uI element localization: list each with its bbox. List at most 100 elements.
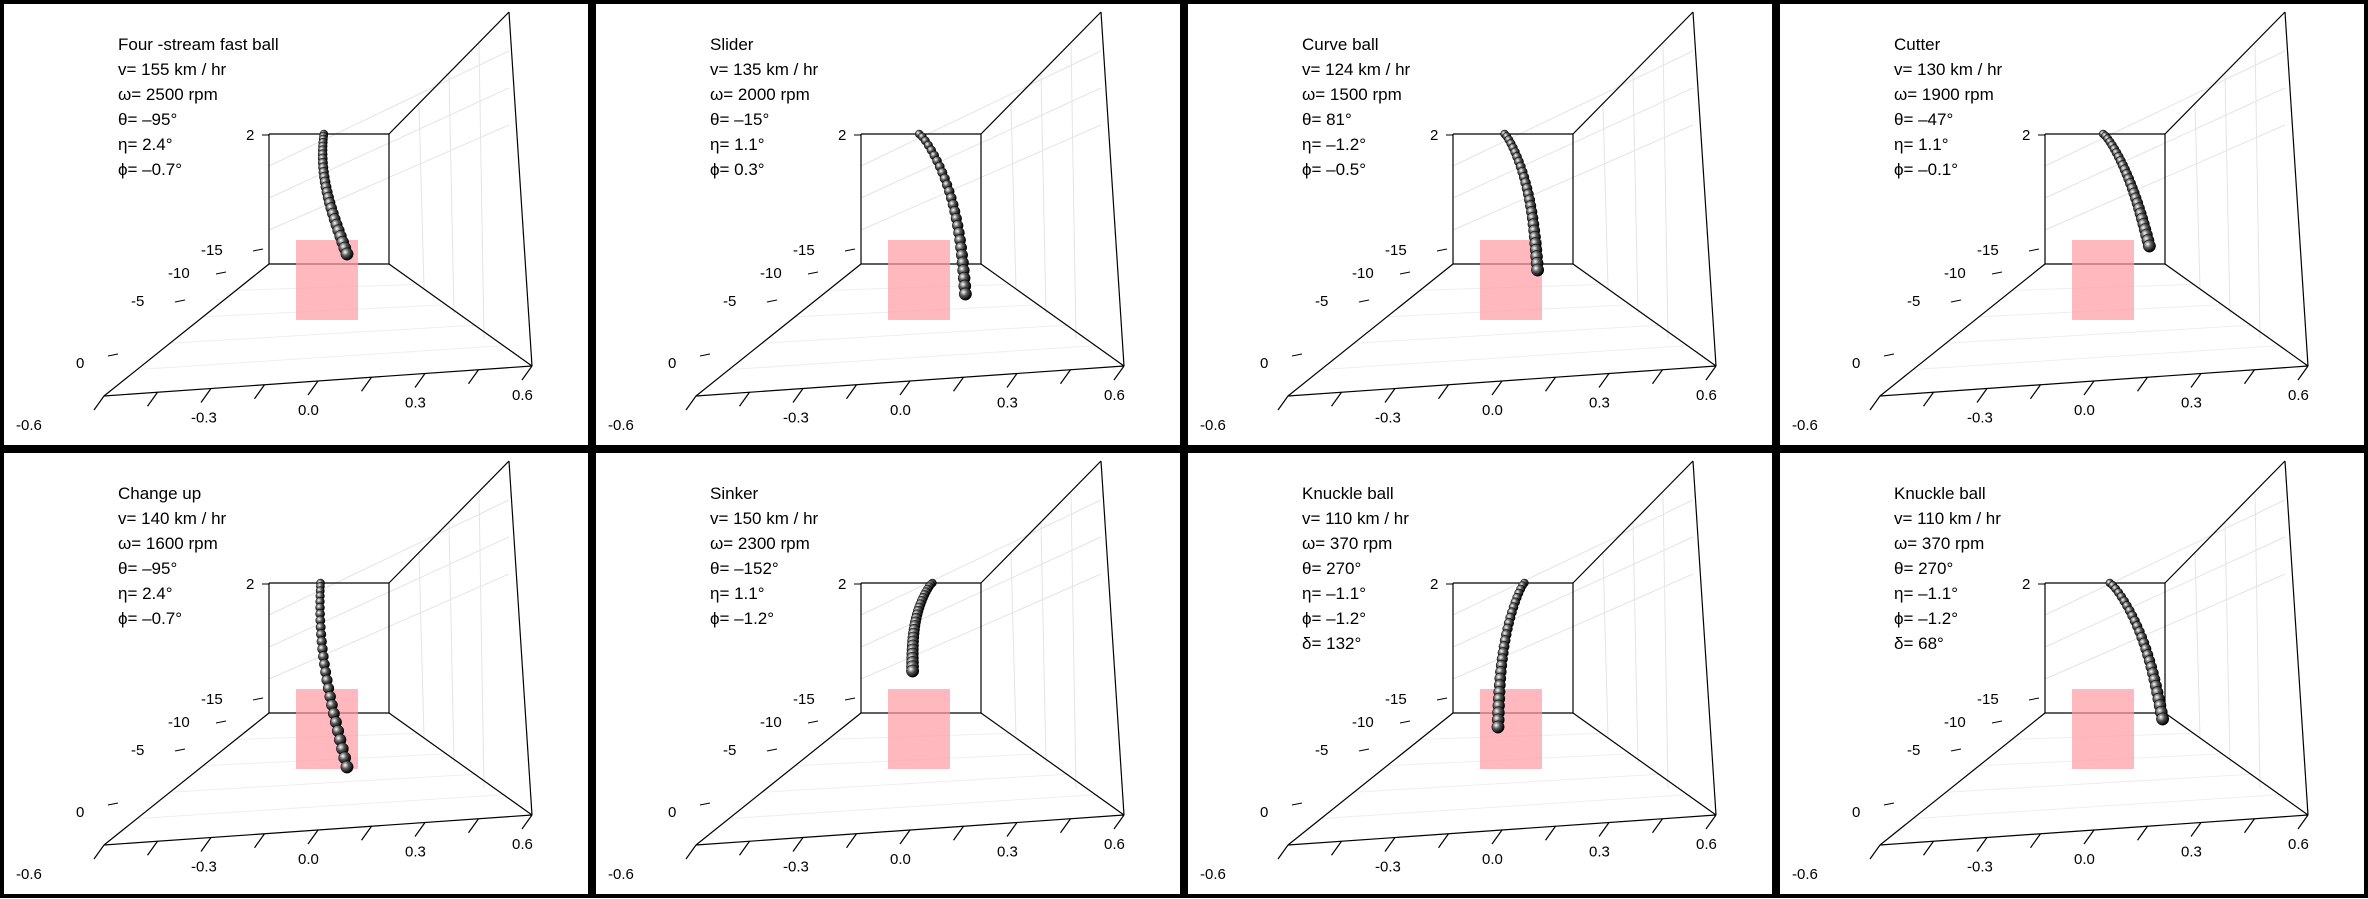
strike-zone	[1480, 689, 1542, 769]
z-tick-mark	[1883, 802, 1895, 806]
y-tick-label: 2	[1430, 127, 1438, 144]
z-tick-label: -10	[168, 265, 190, 282]
z-tick-mark	[699, 353, 711, 357]
grid-line	[1602, 552, 1609, 739]
x-tick-mark	[361, 825, 372, 841]
x-tick-label: 0.0	[1482, 851, 1503, 868]
trajectory-ball	[340, 760, 354, 774]
z-tick-label: -15	[1385, 691, 1407, 708]
x-tick-label: 0.0	[1482, 402, 1503, 419]
pitch-panel-2: -0.6 -0.3 0.0 0.3 0.6 0 -5 -10 -15 2 Slider v= 135 …	[592, 0, 1184, 449]
y-tick-label: 2	[246, 127, 254, 144]
z-tick-mark	[1399, 271, 1411, 275]
y-tick-label: 2	[838, 127, 846, 144]
box-edge-diag-bottom	[2164, 263, 2309, 367]
pitch-param: η= 1.1°	[1894, 135, 1949, 154]
x-tick-mark	[1976, 837, 1988, 852]
x-tick-label: 0.3	[2181, 395, 2202, 412]
floor-grid-line	[761, 324, 1067, 344]
pitch-title: Four -stream fast ball	[118, 35, 279, 54]
z-tick-label: -5	[131, 293, 144, 310]
pitch-param: η= 1.1°	[710, 584, 765, 603]
z-tick-label: -15	[1977, 242, 1999, 259]
pitch-panel-5: -0.6 -0.3 0.0 0.3 0.6 0 -5 -10 -15 2 Change up v= 1…	[0, 449, 592, 898]
x-tick-label: 0.3	[405, 844, 426, 861]
x-tick-mark	[1491, 829, 1503, 845]
pitch-param: ω= 1600 rpm	[118, 534, 218, 553]
box-edge-diag-top	[388, 11, 510, 135]
x-tick-label: 0.3	[997, 844, 1018, 861]
pitch-param: η= 1.1°	[710, 135, 765, 154]
axis-z	[1287, 263, 1454, 397]
z-tick-label: -15	[1385, 242, 1407, 259]
grid-line	[1040, 522, 1047, 764]
trajectory-ball	[2142, 239, 2156, 253]
plot-area: -0.6 -0.3 0.0 0.3 0.6 0 -5 -10 -15 2 Knuckle ball v…	[1792, 460, 2309, 883]
pitch-title: Knuckle ball	[1302, 484, 1394, 503]
z-tick-label: 0	[76, 804, 84, 821]
z-tick-label: -10	[168, 714, 190, 731]
pitch-param: ϕ= –0.7°	[118, 609, 182, 628]
x-tick-mark	[1113, 365, 1125, 381]
x-tick-label: -0.3	[1967, 859, 1993, 876]
x-tick-label: 0.0	[2074, 402, 2095, 419]
trajectory-ball	[1531, 263, 1545, 277]
x-tick-mark	[1060, 818, 1071, 834]
z-tick-label: 0	[1260, 804, 1268, 821]
pitch-param: θ= 270°	[1302, 559, 1361, 578]
z-tick-mark	[699, 802, 711, 806]
z-tick-label: 0	[668, 355, 676, 372]
z-tick-label: -10	[1944, 714, 1966, 731]
x-tick-label: -0.3	[191, 859, 217, 876]
z-tick-mark	[844, 248, 856, 252]
x-tick-mark	[414, 373, 426, 388]
trajectory-ball	[906, 664, 920, 678]
z-tick-mark	[1436, 697, 1448, 701]
box-edge-diag-bottom	[980, 712, 1125, 816]
grid-line	[2194, 103, 2201, 290]
pitch-param: ω= 1500 rpm	[1302, 85, 1402, 104]
x-tick-mark	[953, 376, 964, 392]
floor-grid-line	[1353, 773, 1659, 793]
z-tick-mark	[766, 748, 778, 752]
strike-zone	[2072, 689, 2134, 769]
x-tick-mark	[1545, 376, 1556, 392]
plot-area: -0.6 -0.3 0.0 0.3 0.6 0 -5 -10 -15 2 Slider v= 135 …	[608, 11, 1125, 434]
box-edge-far-right	[2284, 11, 2309, 367]
x-tick-label: -0.6	[608, 866, 634, 883]
grid-line	[2224, 73, 2231, 315]
x-tick-mark	[899, 380, 911, 396]
pitch-param: θ= 81°	[1302, 110, 1352, 129]
x-tick-mark	[1331, 840, 1342, 856]
grid-line	[1662, 492, 1669, 789]
pitch-param: ϕ= 0.3°	[710, 160, 765, 179]
x-tick-label: 0.6	[1104, 836, 1125, 853]
x-tick-label: 0.6	[1104, 387, 1125, 404]
grid-line	[268, 50, 510, 167]
grid-line	[860, 50, 1102, 167]
box-edge-diag-bottom	[1572, 712, 1717, 816]
x-tick-mark	[2083, 829, 2095, 845]
plot-area: -0.6 -0.3 0.0 0.3 0.6 0 -5 -10 -15 2 Four -stream …	[16, 11, 533, 434]
x-tick-label: 0.6	[1696, 836, 1717, 853]
z-tick-mark	[1291, 353, 1303, 357]
pitch-plot: -0.6 -0.3 0.0 0.3 0.6 0 -5 -10 -15 2 Change up v= 1…	[16, 460, 533, 883]
z-tick-label: 0	[76, 355, 84, 372]
z-tick-label: 0	[1260, 355, 1268, 372]
x-tick-mark	[468, 369, 479, 385]
x-tick-mark	[1923, 840, 1934, 856]
x-tick-label: -0.6	[1792, 417, 1818, 434]
floor-grid-line	[728, 794, 1096, 820]
x-tick-label: 0.0	[890, 402, 911, 419]
x-tick-mark	[846, 384, 857, 400]
pitch-param: ϕ= –1.2°	[1302, 609, 1366, 628]
x-tick-mark	[846, 833, 857, 849]
x-tick-label: -0.6	[608, 417, 634, 434]
z-tick-label: -15	[201, 691, 223, 708]
z-tick-label: -10	[1944, 265, 1966, 282]
pitch-title: Knuckle ball	[1894, 484, 1986, 503]
z-tick-label: 0	[1852, 804, 1860, 821]
x-tick-label: -0.3	[1967, 410, 1993, 427]
box-edge-far-right	[1692, 11, 1717, 367]
plot-area: -0.6 -0.3 0.0 0.3 0.6 0 -5 -10 -15 2 Curve ball v= …	[1200, 11, 1717, 434]
